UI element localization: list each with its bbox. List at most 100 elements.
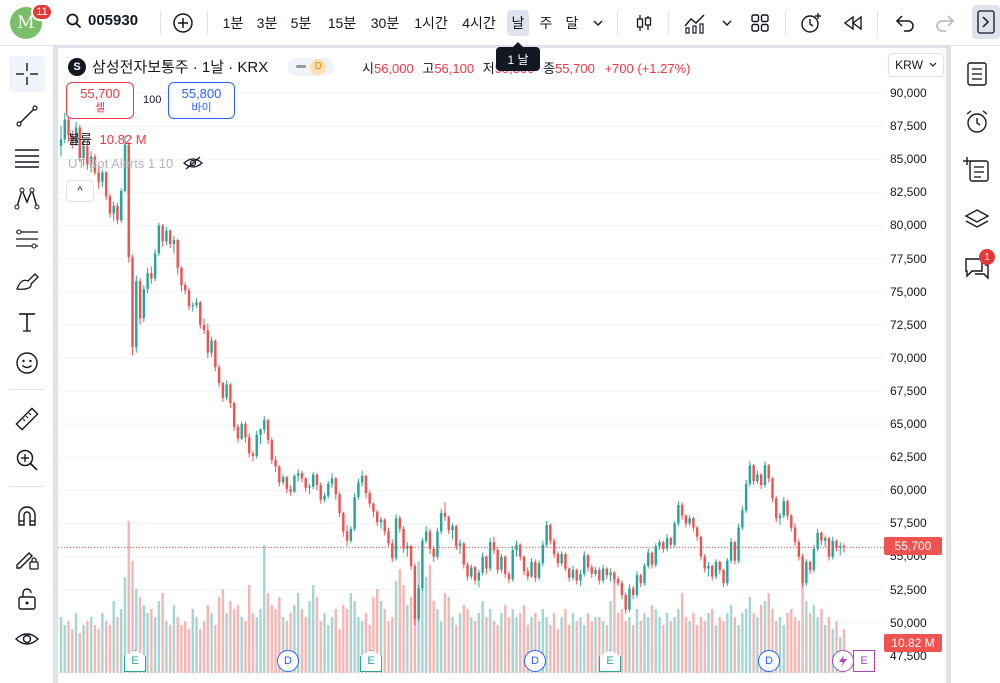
emoji-tool[interactable] (9, 345, 45, 381)
symbol-search[interactable]: 005930 (66, 12, 138, 29)
chart-pane[interactable] (58, 48, 946, 683)
volume-bar (214, 625, 217, 673)
text-tool[interactable] (9, 304, 45, 340)
lock-all-tool[interactable] (9, 581, 45, 617)
trend-line-tool[interactable] (9, 98, 45, 134)
candle (842, 543, 846, 553)
interval-month[interactable]: 달 (565, 15, 579, 31)
interval-week[interactable]: 주 (539, 15, 553, 31)
candle (142, 285, 146, 323)
dividend-marker[interactable]: D (524, 650, 546, 672)
candle (439, 508, 443, 535)
candle (541, 540, 545, 566)
volume-bar (669, 621, 673, 673)
candle (409, 544, 413, 570)
symbol-legend[interactable]: S 삼성전자보통주 · 1날 · KRX D (68, 56, 335, 77)
chart-type-button[interactable] (630, 10, 658, 36)
layout-button[interactable] (746, 10, 774, 36)
price-chart[interactable] (58, 48, 946, 683)
candle (496, 547, 499, 574)
volume-bar (266, 593, 270, 673)
measure-tool[interactable] (9, 401, 45, 437)
redo-button[interactable] (931, 10, 959, 36)
volume-bar (413, 613, 417, 673)
watchlist-button[interactable] (959, 56, 995, 92)
interval-15m[interactable]: 15분 (327, 15, 357, 31)
volume-bar (598, 617, 601, 673)
volume-bar (699, 617, 703, 673)
candle (545, 520, 548, 548)
interval-1h[interactable]: 1시간 (414, 15, 448, 31)
compare-add-button[interactable] (170, 10, 196, 36)
interval-day[interactable]: 날 (507, 10, 529, 36)
candle (375, 510, 379, 527)
earnings-marker[interactable]: E (360, 650, 382, 672)
layers-button[interactable] (959, 201, 995, 237)
alert-button[interactable] (797, 10, 825, 36)
currency-selector[interactable]: KRW (888, 53, 944, 77)
collapse-panel-button[interactable] (972, 5, 1000, 39)
interval-1m[interactable]: 1분 (222, 15, 244, 31)
lock-drawing-tool[interactable] (9, 540, 45, 576)
interval-4h[interactable]: 4시간 (462, 15, 496, 31)
indicators-dropdown[interactable] (718, 10, 736, 36)
indicator-legend[interactable]: UT Bot Alerts 1 10 (68, 155, 204, 171)
undo-button[interactable] (891, 10, 919, 36)
dividend-marker[interactable]: D (277, 650, 299, 672)
candle (488, 538, 492, 572)
candle (97, 164, 100, 189)
alerts-button[interactable] (959, 104, 995, 140)
candle (217, 364, 221, 388)
interval-30m[interactable]: 30분 (370, 15, 400, 31)
rewind-icon (843, 15, 862, 31)
hide-drawings-tool[interactable] (9, 621, 45, 657)
brush-tool[interactable] (9, 262, 45, 298)
volume-bar (93, 625, 97, 673)
candle (564, 552, 567, 572)
buy-button[interactable]: 55,800 바이 (168, 82, 235, 119)
interval-5m[interactable]: 5분 (290, 15, 312, 31)
candle (763, 461, 767, 488)
interval-3m[interactable]: 3분 (256, 15, 278, 31)
prediction-tool[interactable] (9, 221, 45, 257)
volume-bar (330, 617, 334, 673)
replay-button[interactable] (839, 10, 867, 36)
data-status-pill[interactable]: D (288, 57, 335, 76)
volume-bar (481, 601, 484, 673)
pattern-tool[interactable] (9, 180, 45, 216)
fib-tool[interactable] (9, 139, 45, 175)
zoom-tool[interactable] (9, 442, 45, 478)
volume-bar (722, 621, 725, 673)
volume-bar (511, 609, 514, 673)
volume-legend[interactable]: 볼륨 10.82 M (68, 129, 147, 148)
candle (63, 112, 66, 144)
candle (823, 535, 827, 548)
candle (349, 526, 353, 544)
candle (176, 238, 179, 275)
sell-label: 셀 (94, 102, 106, 114)
candle (447, 515, 450, 535)
dividend-marker[interactable]: D (758, 650, 780, 672)
legend-collapse-button[interactable]: ^ (66, 180, 94, 202)
earnings-marker[interactable]: E (599, 650, 621, 672)
earnings-marker[interactable]: E (124, 650, 146, 672)
magnet-tool[interactable] (9, 498, 45, 534)
candle (590, 564, 594, 578)
volume-bar (353, 601, 356, 673)
volume-bar (59, 617, 63, 673)
crosshair-tool[interactable] (9, 56, 45, 92)
volume-bar (549, 625, 552, 673)
object-tree-button[interactable] (959, 152, 995, 188)
sell-button[interactable]: 55,700 셀 (66, 82, 134, 119)
interval-dropdown[interactable] (589, 10, 607, 36)
volume-bar (375, 589, 379, 673)
upcoming-earnings-marker[interactable]: E (853, 650, 875, 672)
volume-bar (387, 621, 390, 673)
candle (364, 474, 368, 499)
indicators-button[interactable] (681, 10, 709, 36)
eye-off-icon[interactable] (183, 155, 204, 171)
sell-price: 55,700 (80, 86, 120, 101)
volume-bar (613, 573, 616, 673)
split-marker[interactable] (832, 650, 854, 672)
candle (225, 380, 228, 401)
